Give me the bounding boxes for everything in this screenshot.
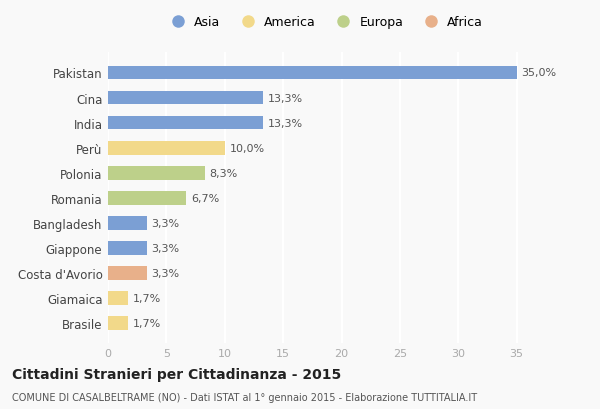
Text: 1,7%: 1,7% [133,319,161,328]
Text: 3,3%: 3,3% [151,243,179,254]
Bar [108,292,128,306]
Text: 13,3%: 13,3% [268,93,303,103]
Bar [108,216,146,230]
Text: 13,3%: 13,3% [268,118,303,128]
Bar [108,242,146,255]
Bar [108,191,186,205]
Text: 3,3%: 3,3% [151,218,179,228]
Bar [108,117,263,130]
Text: Cittadini Stranieri per Cittadinanza - 2015: Cittadini Stranieri per Cittadinanza - 2… [12,367,341,381]
Bar [108,66,517,80]
Bar [108,91,263,105]
Bar [108,142,225,155]
Text: COMUNE DI CASALBELTRAME (NO) - Dati ISTAT al 1° gennaio 2015 - Elaborazione TUTT: COMUNE DI CASALBELTRAME (NO) - Dati ISTA… [12,392,477,402]
Bar [108,166,205,180]
Bar [108,317,128,330]
Text: 3,3%: 3,3% [151,268,179,279]
Text: 35,0%: 35,0% [521,68,556,78]
Text: 10,0%: 10,0% [229,143,265,153]
Text: 1,7%: 1,7% [133,294,161,303]
Legend: Asia, America, Europa, Africa: Asia, America, Europa, Africa [165,16,483,29]
Bar [108,267,146,280]
Text: 8,3%: 8,3% [209,169,238,178]
Text: 6,7%: 6,7% [191,193,219,203]
